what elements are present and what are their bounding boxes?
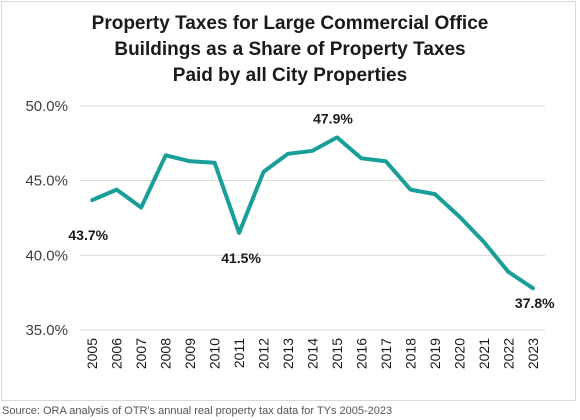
series (90, 135, 535, 291)
x-tick-label: 2005 (84, 338, 100, 369)
chart-title-line: Buildings as a Share of Property Taxes (114, 39, 465, 60)
gridlines (80, 105, 545, 331)
y-tick-label: 35.0% (25, 322, 68, 339)
data-label: 43.7% (68, 227, 108, 243)
x-tick-label: 2023 (525, 338, 541, 369)
chart-title-line: Paid by all City Properties (173, 65, 407, 86)
x-tick-label: 2007 (133, 338, 149, 369)
x-tick-label: 2022 (500, 338, 516, 369)
chart-title-line: Property Taxes for Large Commercial Offi… (92, 13, 489, 34)
x-tick-label: 2012 (256, 338, 272, 369)
x-tick-label: 2016 (353, 338, 369, 369)
y-axis-ticks: 35.0% 40.0% 45.0% 50.0% (25, 98, 68, 339)
series-line (90, 135, 535, 291)
x-tick-label: 2008 (158, 338, 174, 369)
data-label: 41.5% (221, 250, 261, 266)
x-tick-label: 2017 (378, 338, 394, 369)
x-tick-label: 2018 (402, 338, 418, 369)
y-tick-label: 40.0% (25, 247, 68, 264)
x-tick-label: 2009 (182, 338, 198, 369)
x-tick-label: 2015 (329, 338, 345, 369)
line-chart: Property Taxes for Large Commercial Offi… (25, 13, 555, 369)
y-tick-label: 45.0% (25, 173, 68, 190)
source-note: Source: ORA analysis of OTR's annual rea… (2, 405, 393, 417)
x-tick-label: 2021 (476, 338, 492, 369)
chart-frame (1, 1, 576, 401)
x-tick-label: 2011 (231, 338, 247, 368)
chart-title: Property Taxes for Large Commercial Offi… (92, 13, 489, 86)
x-tick-label: 2014 (305, 338, 321, 369)
x-tick-label: 2020 (451, 338, 467, 369)
data-label: 37.8% (515, 295, 555, 311)
y-tick-label: 50.0% (25, 98, 68, 115)
x-tick-label: 2010 (207, 338, 223, 369)
x-axis-ticks: 2005 2006 2007 2008 2009 2010 2011 2012 2013 2014… (84, 338, 541, 369)
x-tick-label: 2013 (280, 338, 296, 369)
data-label: 47.9% (313, 110, 353, 126)
x-tick-label: 2006 (109, 338, 125, 369)
x-tick-label: 2019 (427, 338, 443, 369)
data-labels: 43.7% 41.5% 47.9% 37.8% (68, 110, 555, 311)
